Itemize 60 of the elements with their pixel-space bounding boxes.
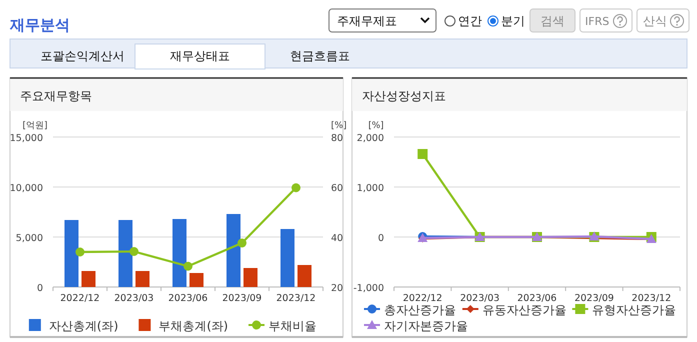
text: 주재무제표 [337,14,397,28]
point [238,238,246,248]
point [130,247,138,256]
chart-title: 주요재무항목 [20,89,92,103]
legend-label: 자산총계(좌) [48,319,118,333]
y-tick-label: 0 [36,283,43,294]
text: 재무분석 [9,16,70,34]
bar [136,271,150,287]
legend-label: 유동자산증가율 [482,303,566,317]
y2-tick-label: 80 [331,133,344,144]
y-axis-title: [억원] [22,121,48,131]
bar [190,273,204,287]
text: 분기 [501,14,525,28]
bar [226,214,240,287]
y2-tick-label: 40 [331,233,344,244]
y-tick-label: 5,000 [16,233,43,244]
text: 현금흐름표 [290,49,350,63]
legend-label: 부채총계(좌) [158,319,228,333]
y-tick-label: 15,000 [10,133,43,144]
bar [172,219,186,287]
bar [64,220,78,287]
text: 포괄손익계산서 [40,49,124,63]
y-tick-label: 1,000 [356,183,384,194]
point [184,262,192,271]
legend-label: 부채비율 [268,319,316,333]
legend-label: 유형자산증가율 [592,303,676,317]
x-tick-label: 2023/06 [517,293,557,304]
y2-tick-label: 20 [331,283,344,294]
bar [298,265,312,287]
y-tick-label: 2,000 [356,133,384,144]
x-tick-label: 2023/09 [574,293,614,304]
x-tick-label: 2023/12 [276,293,316,304]
point [292,183,300,192]
chart-title: 자산성장성지표 [362,89,446,103]
y2-axis-title: [%] [331,121,347,131]
x-tick-label: 2023/09 [222,293,262,304]
bar [82,271,96,287]
x-tick-label: 2023/06 [168,293,208,304]
y-axis-title: [%] [368,121,384,131]
bar [244,268,258,287]
y-tick-label: 0 [378,233,384,244]
text: 재무상태표 [170,49,230,63]
text: IFRS [585,15,610,28]
text: 검색 [540,14,564,28]
point [76,248,84,256]
legend-label: 총자산증가율 [384,303,456,317]
y-tick-label: 10,000 [10,183,43,194]
legend-label: 자기자본증가율 [384,319,468,333]
x-tick-label: 2023/03 [114,293,154,304]
x-tick-label: 2023/03 [460,293,500,304]
bar [280,229,294,287]
y2-tick-label: 60 [331,183,344,194]
text: 연간 [458,14,482,28]
x-tick-label: 2022/12 [402,293,442,304]
x-tick-label: 2022/12 [60,293,100,304]
text: 산식 [643,14,667,28]
x-tick-label: 2023/12 [632,293,672,304]
bar [118,220,132,287]
y-tick-label: -1,000 [353,283,384,294]
point [418,149,428,159]
